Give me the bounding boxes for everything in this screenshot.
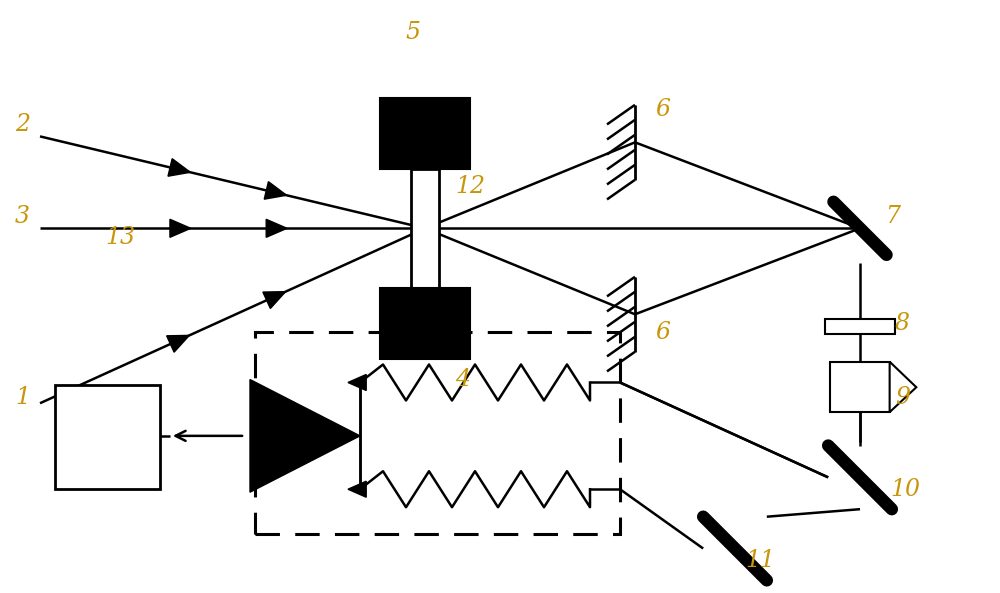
Polygon shape <box>263 292 286 308</box>
Text: 4: 4 <box>455 368 470 391</box>
Text: 7: 7 <box>885 205 900 228</box>
Bar <box>411 169 439 288</box>
Polygon shape <box>890 362 916 412</box>
Text: 11: 11 <box>745 549 775 572</box>
Text: 1: 1 <box>15 386 30 409</box>
Text: 12: 12 <box>455 176 485 198</box>
Polygon shape <box>348 375 366 390</box>
Text: 6: 6 <box>655 98 670 121</box>
Polygon shape <box>167 336 189 352</box>
Polygon shape <box>348 482 366 497</box>
Bar <box>55 385 160 489</box>
Polygon shape <box>170 219 191 237</box>
Bar <box>380 98 470 169</box>
Text: 2: 2 <box>15 113 30 136</box>
Text: 10: 10 <box>890 478 920 500</box>
Polygon shape <box>264 181 287 199</box>
Text: 6: 6 <box>655 321 670 343</box>
Polygon shape <box>250 380 360 492</box>
Polygon shape <box>168 159 190 176</box>
Text: 13: 13 <box>105 226 135 248</box>
Text: 5: 5 <box>405 21 420 44</box>
Bar <box>380 288 470 359</box>
Text: 3: 3 <box>15 205 30 228</box>
Polygon shape <box>266 219 287 237</box>
Bar <box>830 362 890 412</box>
Bar <box>255 332 620 534</box>
Text: 9: 9 <box>895 386 910 409</box>
Bar <box>825 319 895 333</box>
Text: 8: 8 <box>895 312 910 334</box>
